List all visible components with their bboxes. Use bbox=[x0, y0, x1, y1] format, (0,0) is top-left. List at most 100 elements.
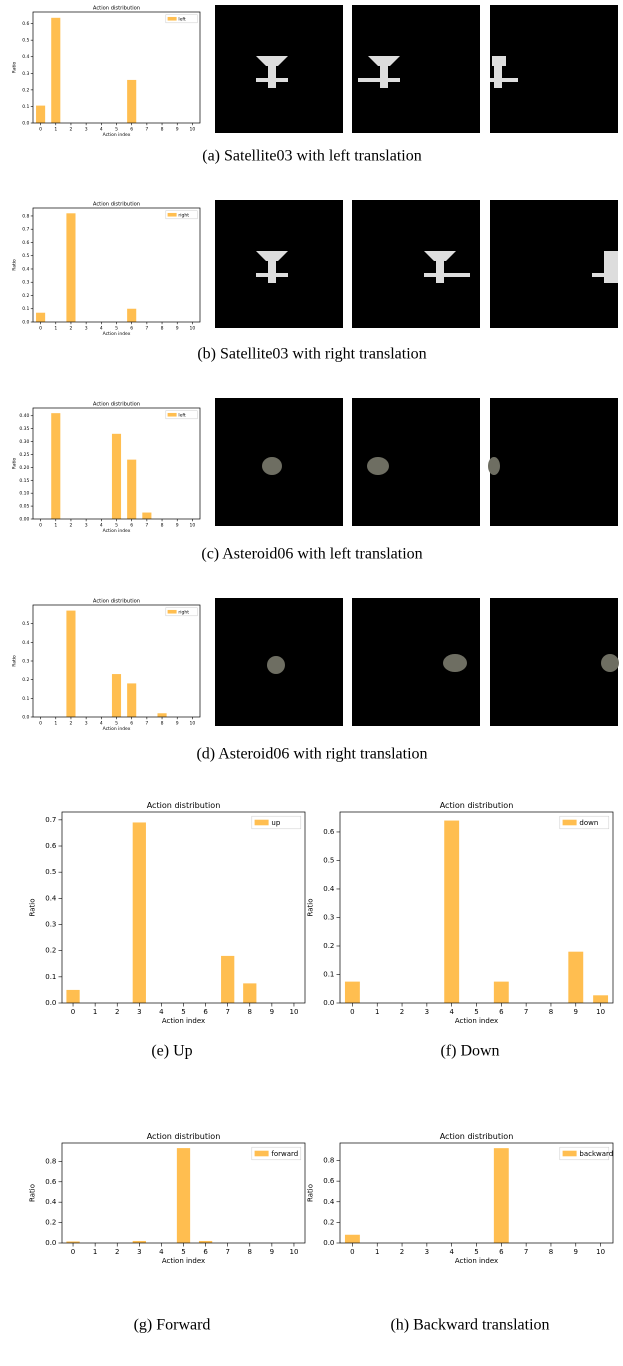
y-tick-label: 0.4 bbox=[22, 266, 29, 272]
legend-swatch bbox=[562, 1150, 577, 1157]
y-tick-label: 0.1 bbox=[45, 973, 56, 981]
render-image bbox=[352, 200, 480, 328]
y-tick-label: 0.3 bbox=[22, 659, 29, 665]
y-tick-label: 0.2 bbox=[323, 942, 334, 950]
y-tick-label: 0.8 bbox=[45, 1157, 56, 1165]
x-tick-label: 2 bbox=[400, 1008, 404, 1016]
bar bbox=[111, 433, 122, 519]
y-tick-label: 0.0 bbox=[22, 320, 29, 326]
x-tick-label: 2 bbox=[70, 720, 73, 726]
bar bbox=[36, 105, 46, 123]
y-tick-label: 0.1 bbox=[22, 306, 29, 312]
legend-box bbox=[165, 607, 198, 617]
x-tick-label: 5 bbox=[115, 522, 118, 528]
render-image bbox=[352, 5, 480, 133]
x-tick-label: 3 bbox=[425, 1008, 429, 1016]
plot-frame bbox=[32, 207, 201, 323]
y-tick-label: 0.6 bbox=[45, 1178, 57, 1186]
x-tick-label: 7 bbox=[145, 522, 148, 528]
x-tick-label: 3 bbox=[85, 522, 88, 528]
y-tick-label: 0.05 bbox=[19, 504, 29, 510]
y-tick-label: 0.2 bbox=[22, 87, 29, 93]
y-tick-label: 0.20 bbox=[19, 465, 29, 471]
render-image bbox=[490, 200, 618, 328]
chart-title: Action distribution bbox=[93, 598, 140, 604]
bar bbox=[127, 79, 137, 123]
y-tick-label: 0.7 bbox=[22, 227, 29, 233]
x-tick-label: 5 bbox=[474, 1248, 478, 1256]
x-tick-label: 2 bbox=[115, 1248, 119, 1256]
render-image bbox=[490, 5, 618, 133]
legend-label: left bbox=[178, 412, 186, 418]
y-axis-label: Ratio bbox=[12, 457, 18, 469]
x-tick-label: 8 bbox=[248, 1008, 252, 1016]
legend-label: up bbox=[271, 819, 280, 827]
legend-swatch bbox=[562, 819, 577, 826]
bar bbox=[36, 312, 46, 322]
bar bbox=[176, 1148, 191, 1243]
x-tick-label: 1 bbox=[93, 1248, 97, 1256]
x-tick-label: 7 bbox=[225, 1248, 229, 1256]
bar bbox=[142, 512, 152, 519]
x-tick-label: 2 bbox=[115, 1008, 119, 1016]
legend-label: right bbox=[178, 212, 189, 218]
y-tick-label: 0.4 bbox=[22, 640, 29, 646]
y-tick-label: 0.3 bbox=[22, 280, 29, 286]
y-tick-label: 0.4 bbox=[22, 54, 29, 60]
x-tick-label: 8 bbox=[549, 1248, 553, 1256]
asteroid-shapes bbox=[262, 457, 619, 674]
y-tick-label: 0.5 bbox=[323, 856, 334, 864]
y-tick-label: 0.2 bbox=[22, 677, 29, 683]
x-tick-label: 4 bbox=[100, 720, 103, 726]
x-tick-label: 10 bbox=[289, 1248, 298, 1256]
bar bbox=[344, 1234, 360, 1243]
bar bbox=[221, 955, 235, 1003]
x-tick-label: 0 bbox=[71, 1008, 75, 1016]
legend-box bbox=[559, 815, 610, 830]
x-tick-label: 1 bbox=[93, 1008, 97, 1016]
legend-swatch bbox=[167, 212, 177, 217]
x-tick-label: 10 bbox=[596, 1248, 605, 1256]
x-tick-label: 7 bbox=[524, 1248, 528, 1256]
y-axis-label: Ratio bbox=[29, 899, 37, 917]
x-tick-label: 1 bbox=[54, 522, 57, 528]
x-tick-label: 5 bbox=[181, 1008, 185, 1016]
bar bbox=[66, 1241, 80, 1243]
x-tick-label: 10 bbox=[596, 1008, 605, 1016]
y-tick-label: 0.8 bbox=[323, 1157, 334, 1165]
legend-swatch bbox=[254, 819, 269, 826]
caption: (h) Backward translation bbox=[390, 1317, 549, 1334]
y-tick-label: 0.1 bbox=[22, 696, 29, 702]
caption: (e) Up bbox=[151, 1043, 192, 1060]
bar bbox=[243, 983, 257, 1003]
legend-box bbox=[165, 210, 198, 220]
plot-frame bbox=[339, 1142, 614, 1244]
x-axis-label: Action index bbox=[162, 1017, 205, 1025]
x-tick-label: 8 bbox=[549, 1008, 553, 1016]
x-tick-label: 7 bbox=[145, 126, 148, 132]
bar bbox=[132, 822, 146, 1003]
y-tick-label: 0.8 bbox=[22, 213, 29, 219]
y-tick-label: 0.6 bbox=[323, 828, 335, 836]
chart-title: Action distribution bbox=[440, 1132, 514, 1141]
bar bbox=[127, 308, 137, 322]
bar bbox=[344, 981, 360, 1003]
y-tick-label: 0.2 bbox=[323, 1218, 334, 1226]
x-tick-label: 5 bbox=[181, 1248, 185, 1256]
x-tick-label: 1 bbox=[54, 720, 57, 726]
x-tick-label: 2 bbox=[70, 126, 73, 132]
x-axis-label: Action index bbox=[455, 1017, 498, 1025]
legend-box bbox=[251, 815, 302, 830]
y-tick-label: 0.0 bbox=[45, 1239, 56, 1247]
y-tick-label: 0.4 bbox=[45, 1198, 57, 1206]
y-tick-label: 0.6 bbox=[22, 240, 29, 246]
y-tick-label: 0.5 bbox=[45, 868, 56, 876]
legend-label: left bbox=[178, 16, 186, 22]
caption: (g) Forward bbox=[134, 1317, 211, 1334]
x-tick-label: 10 bbox=[190, 126, 196, 132]
bar bbox=[127, 459, 137, 519]
x-tick-label: 0 bbox=[39, 522, 42, 528]
x-axis-label: Action index bbox=[103, 132, 131, 138]
